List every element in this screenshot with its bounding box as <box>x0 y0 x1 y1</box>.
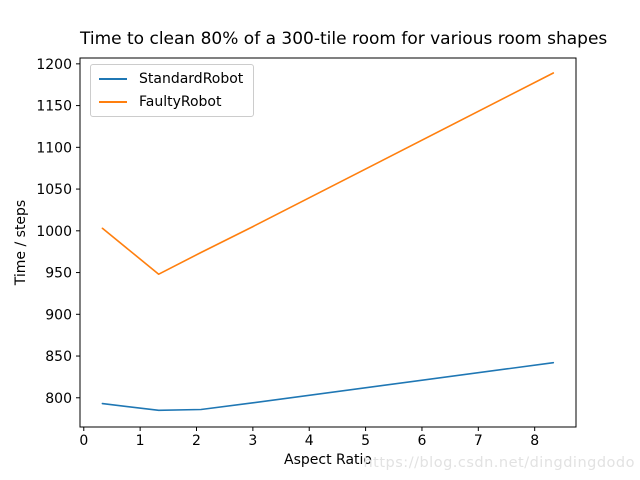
x-tick-label: 3 <box>248 433 257 449</box>
y-axis-label: Time / steps <box>13 200 29 286</box>
y-tick-label: 850 <box>45 349 72 365</box>
series-line-faultyrobot <box>101 72 555 276</box>
y-tick-label: 1050 <box>36 182 72 198</box>
x-tick-label: 2 <box>192 433 201 449</box>
watermark-url: https://blog.csdn.net/dingdingdodo <box>363 455 635 471</box>
legend: StandardRobot FaultyRobot <box>90 64 255 117</box>
x-tick-label: 1 <box>136 433 145 449</box>
legend-label: StandardRobot <box>139 71 244 87</box>
legend-item-faultyrobot: FaultyRobot <box>99 94 243 110</box>
legend-item-standardrobot: StandardRobot <box>99 71 243 87</box>
y-tick-label: 1150 <box>36 99 72 115</box>
y-tick-label: 950 <box>45 266 72 282</box>
y-tick-label: 900 <box>45 307 72 323</box>
x-tick-label: 8 <box>530 433 539 449</box>
x-axis-label: Aspect Ratio <box>284 452 372 468</box>
x-tick-label: 0 <box>79 433 88 449</box>
y-tick-label: 1000 <box>36 224 72 240</box>
legend-line-swatch <box>99 101 127 103</box>
y-tick-label: 800 <box>45 391 72 407</box>
x-tick-label: 4 <box>305 433 314 449</box>
y-tick-label: 1100 <box>36 140 72 156</box>
axes-spines <box>79 57 577 428</box>
series-line-standardrobot <box>101 361 555 412</box>
legend-line-swatch <box>99 78 127 80</box>
legend-label: FaultyRobot <box>139 94 222 110</box>
x-tick-label: 6 <box>417 433 426 449</box>
y-tick-label: 1200 <box>36 57 72 73</box>
x-tick-label: 5 <box>361 433 370 449</box>
x-tick-label: 7 <box>474 433 483 449</box>
chart-title: Time to clean 80% of a 300-tile room for… <box>80 29 608 49</box>
